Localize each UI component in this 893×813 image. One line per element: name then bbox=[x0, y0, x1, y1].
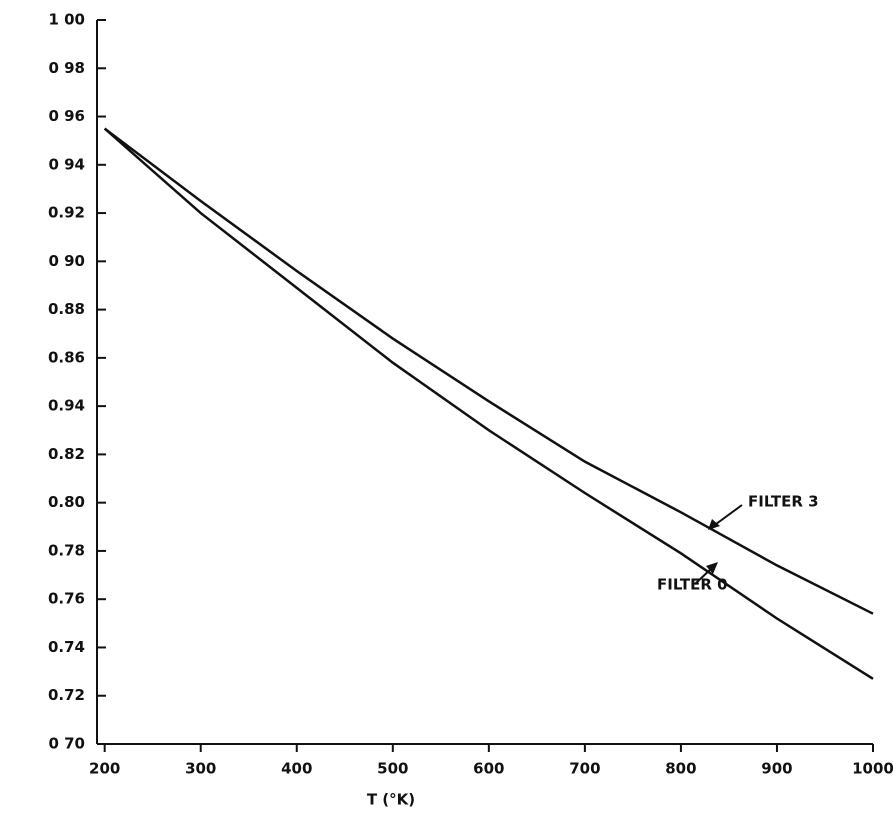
arrow-head bbox=[708, 519, 720, 530]
y-tick-label: 0 94 bbox=[48, 155, 85, 173]
arrow-head bbox=[706, 562, 718, 574]
y-tick-label: 0.76 bbox=[48, 590, 85, 608]
y-tick-label: 0 70 bbox=[48, 735, 85, 753]
y-tick-label: 0.94 bbox=[48, 397, 85, 415]
annotation-arrow bbox=[711, 504, 743, 528]
annotation: FILTER 3 bbox=[748, 493, 819, 511]
x-tick-label: 900 bbox=[761, 760, 792, 778]
y-tick-label: 0.74 bbox=[48, 638, 85, 656]
x-tick-label: 600 bbox=[473, 760, 504, 778]
y-tick-label: 0 90 bbox=[48, 252, 85, 270]
y-tick-label: 0.92 bbox=[48, 204, 85, 222]
y-tick-label: 0.80 bbox=[48, 493, 85, 511]
x-tick-label: 500 bbox=[377, 760, 408, 778]
y-tick-label: 0.82 bbox=[48, 445, 85, 463]
x-tick-label: 300 bbox=[185, 760, 216, 778]
x-axis-label: T (°K) bbox=[367, 791, 415, 809]
series-line bbox=[103, 127, 874, 615]
y-tick-label: 0.78 bbox=[48, 541, 85, 559]
y-tick-label: 0 96 bbox=[48, 107, 85, 125]
x-tick-label: 1000 bbox=[852, 760, 893, 778]
y-tick-label: 0 98 bbox=[48, 59, 85, 77]
series-line bbox=[103, 127, 874, 680]
x-tick-label: 700 bbox=[569, 760, 600, 778]
y-tick-label: 0.86 bbox=[48, 348, 85, 366]
x-tick-label: 800 bbox=[665, 760, 696, 778]
x-tick-label: 400 bbox=[281, 760, 312, 778]
y-tick-label: 0.88 bbox=[48, 300, 85, 318]
annotation: FILTER 0 bbox=[657, 576, 728, 594]
x-tick-label: 200 bbox=[89, 760, 120, 778]
y-tick-label: 1 00 bbox=[48, 11, 85, 29]
y-tick-label: 0.72 bbox=[48, 686, 85, 704]
